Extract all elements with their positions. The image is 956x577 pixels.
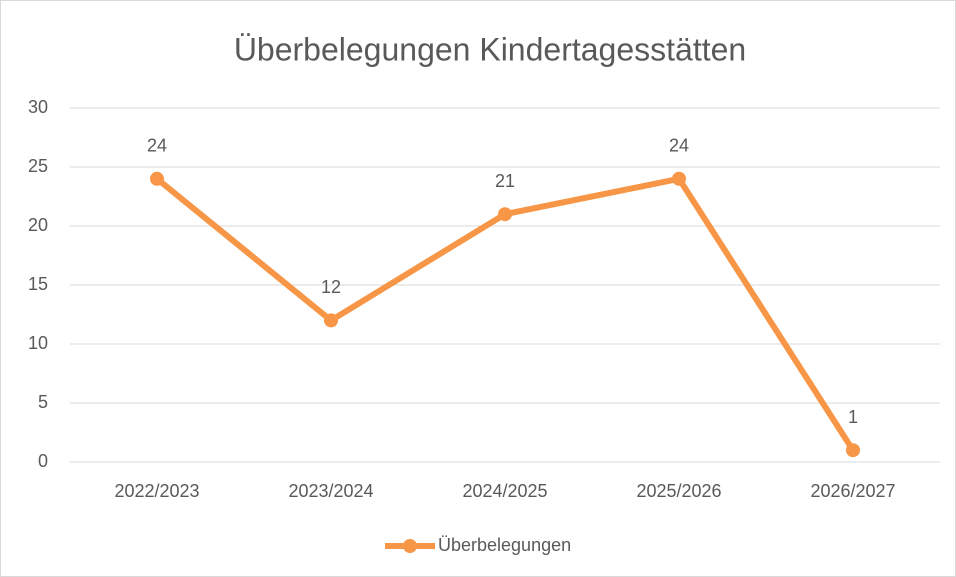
y-tick-label: 20 <box>28 215 48 235</box>
y-tick-label: 10 <box>28 333 48 353</box>
x-tick-label: 2022/2023 <box>114 481 199 501</box>
x-tick-label: 2025/2026 <box>636 481 721 501</box>
data-point <box>498 207 512 222</box>
data-point <box>846 443 860 458</box>
y-tick-label: 15 <box>28 274 48 294</box>
chart-title: Überbelegungen Kindertagesstätten <box>234 31 746 67</box>
data-label: 12 <box>321 277 341 297</box>
data-label: 24 <box>147 136 167 156</box>
x-tick-label: 2024/2025 <box>462 481 547 501</box>
data-point <box>324 313 338 328</box>
x-tick-label: 2023/2024 <box>288 481 373 501</box>
data-point <box>672 171 686 186</box>
x-tick-label: 2026/2027 <box>810 481 895 501</box>
legend-label: Überbelegungen <box>438 535 571 555</box>
data-label: 1 <box>848 407 858 427</box>
legend-marker <box>403 539 417 553</box>
y-tick-label: 0 <box>38 451 48 471</box>
data-point <box>150 171 164 186</box>
y-tick-label: 5 <box>38 392 48 412</box>
y-tick-label: 30 <box>28 97 48 117</box>
y-tick-label: 25 <box>28 156 48 176</box>
data-label: 21 <box>495 171 515 191</box>
data-label: 24 <box>669 136 689 156</box>
